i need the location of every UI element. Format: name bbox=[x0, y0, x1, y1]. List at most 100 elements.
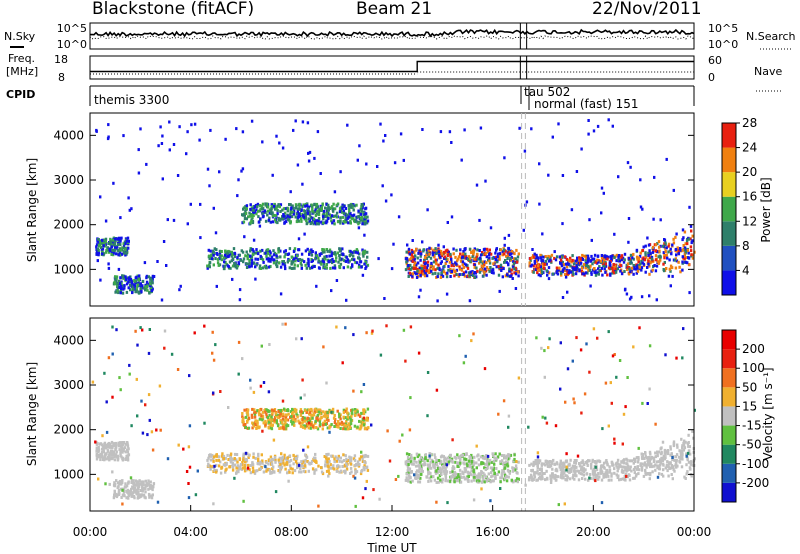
data-point bbox=[260, 407, 263, 411]
data-point bbox=[688, 452, 692, 456]
data-point bbox=[137, 495, 141, 499]
data-point bbox=[296, 254, 299, 258]
data-point bbox=[613, 256, 616, 259]
data-point bbox=[507, 469, 510, 473]
data-point bbox=[352, 250, 356, 254]
colorbar-tick: 20 bbox=[742, 165, 757, 179]
data-point bbox=[363, 468, 366, 472]
data-point bbox=[640, 266, 644, 270]
data-point bbox=[106, 137, 110, 141]
data-point bbox=[127, 280, 130, 284]
data-point bbox=[273, 203, 276, 206]
data-point bbox=[236, 256, 239, 260]
data-point bbox=[621, 465, 624, 469]
data-point bbox=[580, 472, 584, 476]
data-point bbox=[592, 473, 595, 477]
data-point bbox=[651, 465, 654, 469]
data-point bbox=[419, 476, 422, 480]
data-point bbox=[345, 220, 348, 224]
data-point bbox=[414, 267, 417, 270]
data-point bbox=[264, 251, 267, 255]
data-point bbox=[475, 183, 479, 187]
data-point bbox=[683, 446, 687, 450]
data-point bbox=[690, 241, 693, 245]
data-point bbox=[235, 471, 238, 475]
data-point bbox=[425, 274, 429, 278]
data-point bbox=[555, 461, 559, 465]
data-point bbox=[363, 455, 366, 459]
data-point bbox=[421, 269, 424, 273]
data-point bbox=[307, 151, 310, 155]
data-point bbox=[659, 461, 662, 465]
data-point bbox=[225, 463, 228, 466]
data-point bbox=[574, 259, 577, 263]
data-point bbox=[268, 249, 271, 253]
data-point bbox=[306, 121, 310, 125]
data-point bbox=[276, 209, 279, 212]
data-point bbox=[344, 454, 347, 458]
data-point bbox=[339, 413, 342, 417]
data-point bbox=[280, 452, 283, 456]
data-point bbox=[508, 453, 511, 457]
data-point bbox=[111, 238, 114, 242]
data-point bbox=[294, 259, 297, 263]
data-point bbox=[311, 216, 314, 220]
data-point bbox=[629, 465, 632, 469]
data-point bbox=[405, 463, 409, 467]
data-point bbox=[667, 242, 671, 246]
data-point bbox=[365, 466, 368, 470]
data-point bbox=[620, 272, 624, 276]
data-point bbox=[266, 468, 269, 472]
data-point bbox=[627, 217, 631, 220]
data-point bbox=[324, 422, 328, 426]
data-point bbox=[357, 256, 360, 260]
data-point bbox=[448, 455, 451, 459]
data-point bbox=[472, 249, 476, 253]
data-point bbox=[345, 464, 348, 468]
data-point bbox=[178, 125, 181, 129]
data-point bbox=[429, 452, 433, 456]
data-point bbox=[405, 452, 409, 456]
data-point bbox=[116, 454, 120, 458]
data-point bbox=[345, 407, 348, 411]
data-point bbox=[649, 452, 652, 456]
data-point bbox=[547, 259, 551, 263]
data-point bbox=[301, 425, 305, 429]
data-point bbox=[485, 266, 489, 269]
data-point bbox=[133, 279, 136, 282]
data-point bbox=[288, 247, 292, 251]
data-point bbox=[95, 457, 99, 461]
data-point bbox=[583, 254, 586, 258]
data-point bbox=[409, 460, 413, 464]
data-point bbox=[291, 255, 294, 259]
data-point bbox=[470, 479, 473, 483]
data-point bbox=[149, 282, 152, 286]
data-point bbox=[306, 202, 309, 206]
data-point bbox=[102, 450, 106, 454]
data-point bbox=[612, 263, 615, 266]
data-point bbox=[569, 270, 573, 274]
data-point bbox=[363, 418, 366, 422]
data-point bbox=[325, 221, 328, 225]
data-point bbox=[346, 411, 349, 415]
data-point bbox=[149, 484, 152, 487]
data-point bbox=[269, 455, 273, 459]
data-point bbox=[502, 454, 506, 458]
data-point bbox=[255, 248, 258, 252]
data-point bbox=[495, 248, 498, 252]
data-point bbox=[332, 416, 336, 420]
data-point bbox=[314, 419, 317, 423]
data-point bbox=[349, 466, 353, 470]
data-point bbox=[463, 466, 466, 470]
data-point bbox=[124, 248, 127, 251]
data-point bbox=[447, 460, 451, 464]
data-point bbox=[679, 451, 682, 455]
data-point bbox=[307, 217, 311, 221]
data-point bbox=[249, 207, 252, 211]
data-point bbox=[645, 456, 649, 460]
data-point bbox=[600, 186, 604, 190]
data-point bbox=[358, 252, 361, 256]
data-point bbox=[96, 247, 99, 251]
data-point bbox=[647, 262, 650, 266]
data-point bbox=[621, 477, 625, 481]
